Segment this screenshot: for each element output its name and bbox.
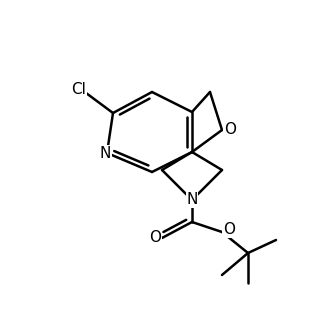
Text: O: O <box>224 122 236 138</box>
Text: Cl: Cl <box>71 82 86 97</box>
Text: N: N <box>100 146 111 160</box>
Text: N: N <box>186 192 198 208</box>
Text: O: O <box>223 222 235 237</box>
Text: O: O <box>149 230 161 246</box>
